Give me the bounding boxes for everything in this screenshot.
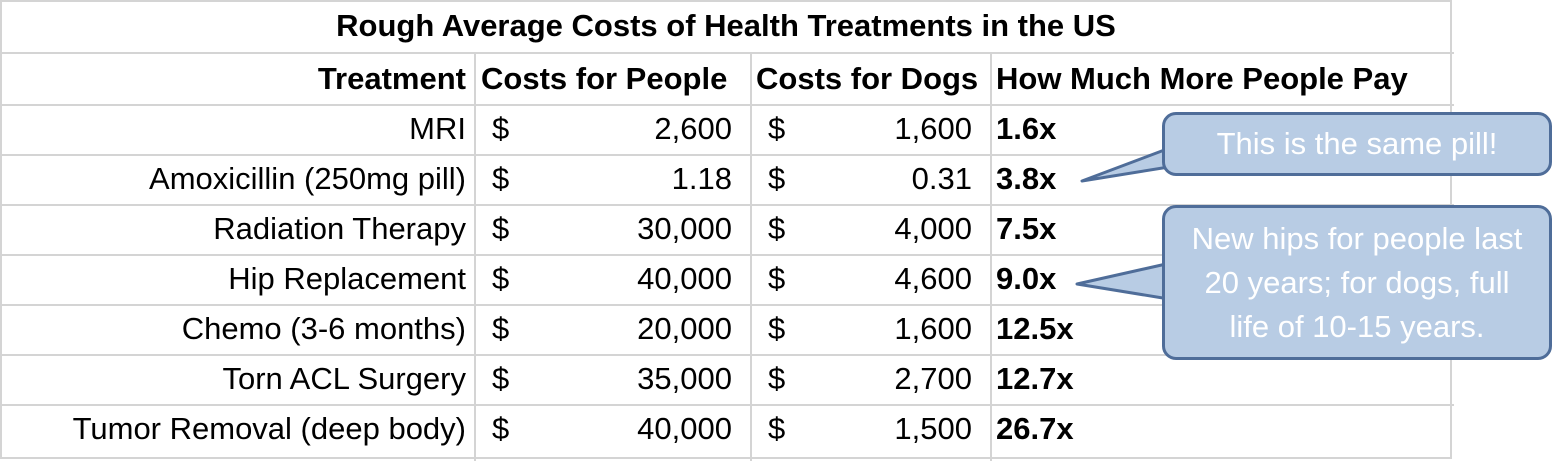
treatment-cell: Tumor Removal (deep body)	[72, 411, 466, 446]
callout-same-pill: This is the same pill!	[1162, 112, 1552, 176]
ratio-cell: 3.8x	[996, 161, 1057, 196]
header-treatment: Treatment	[317, 61, 466, 96]
callout-hips-tail	[1075, 260, 1177, 302]
treatment-cell: MRI	[409, 111, 466, 146]
header-costs-dogs: Costs for Dogs	[756, 61, 979, 96]
treatment-cell: Chemo (3-6 months)	[181, 311, 466, 346]
people-cost-cell: 1.18	[671, 161, 732, 196]
currency-symbol: $	[492, 311, 510, 346]
people-cost-cell: 2,600	[654, 111, 732, 146]
people-cost-cell: 40,000	[637, 261, 732, 296]
currency-symbol: $	[768, 361, 786, 396]
ratio-cell: 12.5x	[996, 311, 1074, 346]
row-divider	[2, 304, 1454, 306]
column-divider	[750, 54, 752, 461]
callout-hip-lifespan: New hips for people last 20 years; for d…	[1162, 205, 1552, 360]
currency-symbol: $	[768, 211, 786, 246]
dog-cost-cell: 1,500	[894, 411, 972, 446]
dog-cost-cell: 4,600	[894, 261, 972, 296]
column-divider	[474, 54, 476, 461]
currency-symbol: $	[492, 411, 510, 446]
people-cost-cell: 30,000	[637, 211, 732, 246]
row-divider	[2, 52, 1454, 54]
ratio-cell: 26.7x	[996, 411, 1074, 446]
ratio-cell: 12.7x	[996, 361, 1074, 396]
row-divider	[2, 404, 1454, 406]
currency-symbol: $	[768, 161, 786, 196]
row-divider	[2, 204, 1454, 206]
ratio-cell: 9.0x	[996, 261, 1057, 296]
treatment-cell: Radiation Therapy	[213, 211, 466, 246]
currency-symbol: $	[492, 211, 510, 246]
treatment-cell: Hip Replacement	[228, 261, 466, 296]
column-divider	[990, 54, 992, 461]
people-cost-cell: 35,000	[637, 361, 732, 396]
ratio-cell: 7.5x	[996, 211, 1057, 246]
dog-cost-cell: 0.31	[911, 161, 972, 196]
currency-symbol: $	[768, 261, 786, 296]
currency-symbol: $	[492, 261, 510, 296]
treatment-cell: Torn ACL Surgery	[222, 361, 466, 396]
currency-symbol: $	[768, 111, 786, 146]
currency-symbol: $	[492, 361, 510, 396]
dog-cost-cell: 1,600	[894, 111, 972, 146]
people-cost-cell: 40,000	[637, 411, 732, 446]
currency-symbol: $	[768, 311, 786, 346]
cost-table	[0, 0, 1454, 461]
row-divider	[2, 104, 1454, 106]
dog-cost-cell: 1,600	[894, 311, 972, 346]
currency-symbol: $	[492, 161, 510, 196]
header-ratio: How Much More People Pay	[996, 61, 1408, 96]
currency-symbol: $	[768, 411, 786, 446]
dog-cost-cell: 4,000	[894, 211, 972, 246]
row-divider	[2, 154, 1454, 156]
treatment-cell: Amoxicillin (250mg pill)	[149, 161, 466, 196]
ratio-cell: 1.6x	[996, 111, 1057, 146]
header-costs-people: Costs for People	[481, 61, 728, 96]
currency-symbol: $	[492, 111, 510, 146]
dog-cost-cell: 2,700	[894, 361, 972, 396]
people-cost-cell: 20,000	[637, 311, 732, 346]
table-title: Rough Average Costs of Health Treatments…	[336, 8, 1116, 43]
row-divider	[2, 354, 1454, 356]
row-divider	[2, 254, 1454, 256]
